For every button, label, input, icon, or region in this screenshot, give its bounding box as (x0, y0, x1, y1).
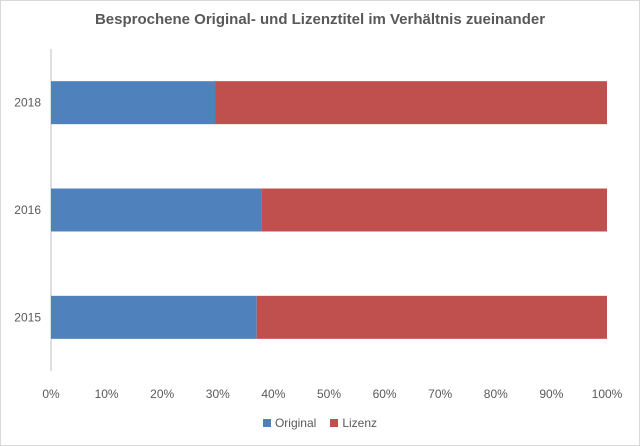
x-tick-label-9: 90% (539, 387, 563, 401)
bar-lizenz-2016 (261, 188, 607, 232)
legend-swatch-original (262, 419, 271, 427)
legend-item-lizenz: Lizenz (330, 416, 377, 430)
x-tick-label-5: 50% (317, 387, 341, 401)
x-tick-label-10: 100% (592, 387, 623, 401)
bar-lizenz-2018 (215, 81, 607, 125)
x-tick-label-6: 60% (373, 387, 397, 401)
legend-item-original: Original (262, 416, 317, 430)
x-tick-label-1: 10% (95, 387, 119, 401)
legend: Original Lizenz (1, 416, 639, 430)
x-tick-label-4: 40% (261, 387, 285, 401)
y-tick-label-2016: 2016 (14, 203, 41, 217)
y-tick-label-2015: 2015 (14, 310, 41, 324)
bar-original-2016 (51, 188, 262, 232)
legend-swatch-lizenz (330, 419, 339, 427)
chart-title: Besprochene Original- und Lizenztitel im… (94, 11, 546, 28)
bar-lizenz-2015 (256, 295, 607, 339)
x-tick-label-2: 20% (150, 387, 174, 401)
x-tick-label-8: 80% (484, 387, 508, 401)
legend-label-lizenz: Lizenz (342, 416, 378, 430)
legend-label-original: Original (274, 416, 317, 430)
x-tick-label-3: 30% (206, 387, 230, 401)
y-tick-label-2018: 2018 (14, 96, 41, 110)
bar-original-2018 (51, 81, 216, 125)
x-tick-label-7: 70% (428, 387, 452, 401)
bar-original-2015 (51, 295, 257, 339)
x-tick-label-0: 0% (42, 387, 60, 401)
